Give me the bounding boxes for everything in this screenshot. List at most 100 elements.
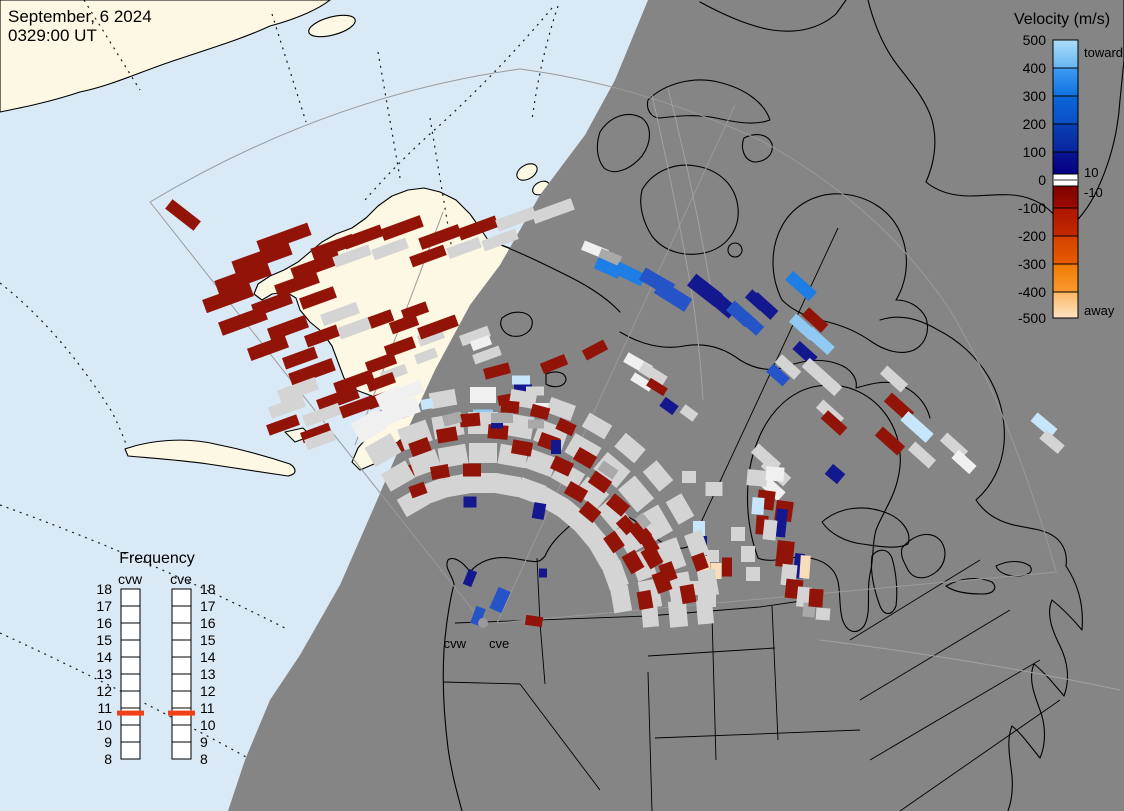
frequency-tick-label: 16 [200,615,216,631]
velocity-patch [707,550,719,562]
velocity-patch [408,481,428,499]
velocity-patch [785,270,817,302]
velocity-patch [549,455,575,477]
velocity-patch [805,326,835,356]
velocity-patch [512,375,530,385]
land-arctic-isle-1 [516,163,538,181]
velocity-patch [524,448,558,478]
colorbar-segment [1052,123,1079,153]
velocity-legend-title: Velocity (m/s) [1014,11,1110,28]
velocity-patch [489,586,511,614]
velocity-patch [399,379,425,401]
lake-michigan [870,549,898,615]
frequency-marker [168,710,195,716]
velocity-patch [389,396,421,422]
velocity-ticks: 500 400 300 200 100 0 -100 -200 -300 -400 -500 [1018,32,1046,326]
frequency-legend: Frequency cvw cve 1817161514131211109818… [96,550,215,767]
frequency-tick-label: 18 [200,581,216,597]
frequency-tick-label: 17 [96,598,112,614]
frequency-cell [171,605,192,624]
velocity-patch [364,352,398,374]
frequency-cell [171,656,192,675]
velocity-patch [634,512,652,530]
velocity-patch [500,400,520,414]
velocity-patch [682,471,696,483]
velocity-patch [417,314,459,340]
velocity-patch [419,477,451,505]
velocity-patch [268,395,306,419]
colorbar-tick-label: 0 [1038,172,1046,188]
velocity-patch [446,237,482,259]
velocity-patch [463,463,481,477]
frequency-tick-label: 8 [200,751,208,767]
colorbar-tick-label: 100 [1023,144,1047,160]
coast-greenland [867,0,1124,233]
velocity-patch [428,388,458,410]
velocity-patch [524,614,544,628]
velocity-patch [679,404,699,422]
threshold-10-label: 10 [1084,165,1098,180]
freq-bar-label-cve: cve [170,571,192,587]
colorbar-tick-label: 200 [1023,116,1047,132]
velocity-patch [435,426,459,444]
velocity-patch [563,480,589,504]
frequency-tick-label: 11 [200,700,215,716]
velocity-patch [572,446,598,470]
velocity-patch [495,206,537,232]
velocity-patch [459,325,491,347]
velocity-patch [333,369,375,395]
coast-alaska-north-night [489,240,621,313]
velocity-patch [879,365,909,393]
velocity-patch [762,519,778,541]
velocity-patch [418,224,462,250]
velocity-patch [581,339,609,361]
colorbar-segment [1052,185,1079,209]
velocity-patch [531,198,575,224]
velocity-patch [472,345,502,365]
velocity-patch [380,460,416,492]
lake-great-slave [545,371,567,388]
velocity-patch [539,354,569,374]
velocity-patch [621,549,645,575]
velocity-patch [951,449,977,475]
velocity-patch [316,385,360,413]
land-wrangel-island [308,14,356,38]
toward-label: toward [1084,45,1123,60]
velocity-patch [609,584,633,614]
velocity-patch [551,440,561,454]
velocity-patch [469,443,497,463]
velocity-patch [1030,412,1058,438]
velocity-patch [746,469,768,487]
velocity-patch [231,241,293,275]
velocity-patch [481,228,519,252]
velocity-patch [658,561,678,583]
frequency-tick-label: 11 [97,700,112,716]
colorbar-tick-label: 500 [1023,32,1047,48]
night-meridian-2 [667,87,713,296]
frequency-cell [171,724,192,743]
frequency-tick-label: 12 [200,683,216,699]
coast-banks-island [596,114,651,173]
velocity-patch [290,251,342,281]
graticule-day [0,0,559,759]
velocity-patch [437,443,469,469]
coast-somerset-island [741,134,773,163]
velocity-patch [288,358,336,386]
frequency-cell [120,605,141,624]
velocity-patch [792,340,818,366]
velocity-patch [367,309,395,329]
velocity-patch [299,286,337,310]
velocity-patch [739,312,765,336]
velocity-patch [659,396,679,416]
fov-east-edge [496,571,1058,624]
velocity-patch [400,301,430,321]
colorbar-tick-label: 300 [1023,88,1047,104]
velocity-patch [705,482,723,496]
frequency-tick-label: 17 [200,598,216,614]
velocity-patch [578,500,602,524]
velocity-patch [588,536,620,570]
velocity-patch [581,412,613,440]
lake-erie [945,577,996,595]
frequency-tick-label: 9 [200,734,208,750]
velocity-patch [655,537,687,573]
